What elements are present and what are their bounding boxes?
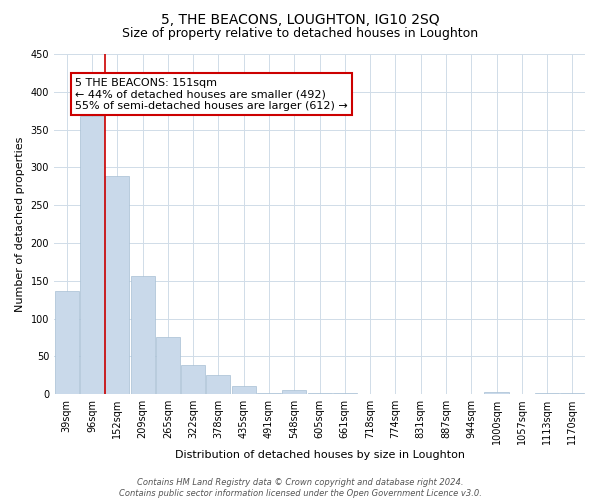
Bar — [282, 390, 306, 394]
Text: Size of property relative to detached houses in Loughton: Size of property relative to detached ho… — [122, 28, 478, 40]
Bar — [257, 392, 281, 394]
Bar — [206, 375, 230, 394]
Bar — [156, 338, 180, 394]
Bar — [484, 392, 509, 394]
Bar — [232, 386, 256, 394]
Text: 5, THE BEACONS, LOUGHTON, IG10 2SQ: 5, THE BEACONS, LOUGHTON, IG10 2SQ — [161, 12, 439, 26]
Text: Contains HM Land Registry data © Crown copyright and database right 2024.
Contai: Contains HM Land Registry data © Crown c… — [119, 478, 481, 498]
Bar — [80, 116, 104, 394]
X-axis label: Distribution of detached houses by size in Loughton: Distribution of detached houses by size … — [175, 450, 464, 460]
Bar — [105, 176, 129, 394]
Text: 5 THE BEACONS: 151sqm
← 44% of detached houses are smaller (492)
55% of semi-det: 5 THE BEACONS: 151sqm ← 44% of detached … — [75, 78, 348, 111]
Bar — [181, 366, 205, 394]
Bar — [131, 276, 155, 394]
Bar — [55, 290, 79, 394]
Y-axis label: Number of detached properties: Number of detached properties — [15, 136, 25, 312]
